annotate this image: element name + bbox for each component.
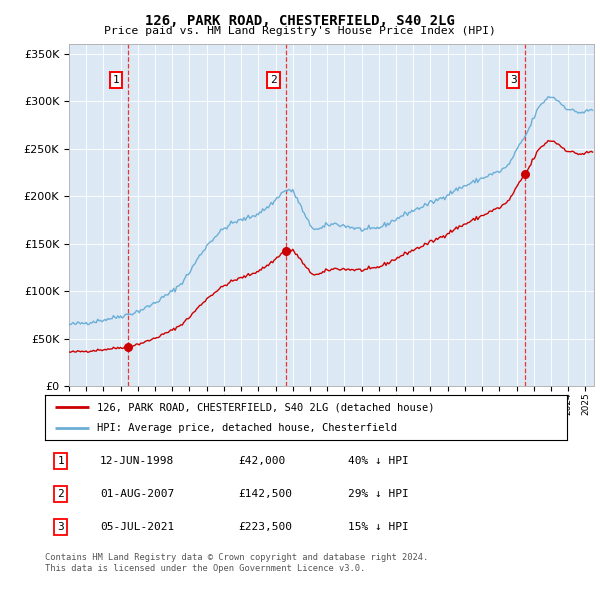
Text: 1: 1 <box>57 456 64 466</box>
Text: 126, PARK ROAD, CHESTERFIELD, S40 2LG: 126, PARK ROAD, CHESTERFIELD, S40 2LG <box>145 14 455 28</box>
Text: Price paid vs. HM Land Registry's House Price Index (HPI): Price paid vs. HM Land Registry's House … <box>104 26 496 36</box>
Text: 2: 2 <box>57 489 64 499</box>
Text: 12-JUN-1998: 12-JUN-1998 <box>100 456 174 466</box>
Text: 3: 3 <box>510 75 517 85</box>
Text: 40% ↓ HPI: 40% ↓ HPI <box>348 456 409 466</box>
Text: 05-JUL-2021: 05-JUL-2021 <box>100 522 174 532</box>
Text: £42,000: £42,000 <box>238 456 286 466</box>
Text: £223,500: £223,500 <box>238 522 292 532</box>
Text: 29% ↓ HPI: 29% ↓ HPI <box>348 489 409 499</box>
Text: 15% ↓ HPI: 15% ↓ HPI <box>348 522 409 532</box>
Text: 3: 3 <box>57 522 64 532</box>
Text: 2: 2 <box>270 75 277 85</box>
Text: 126, PARK ROAD, CHESTERFIELD, S40 2LG (detached house): 126, PARK ROAD, CHESTERFIELD, S40 2LG (d… <box>97 402 434 412</box>
Text: Contains HM Land Registry data © Crown copyright and database right 2024.
This d: Contains HM Land Registry data © Crown c… <box>45 553 428 573</box>
Text: 01-AUG-2007: 01-AUG-2007 <box>100 489 174 499</box>
Text: HPI: Average price, detached house, Chesterfield: HPI: Average price, detached house, Ches… <box>97 422 397 432</box>
Text: £142,500: £142,500 <box>238 489 292 499</box>
Text: 1: 1 <box>113 75 120 85</box>
